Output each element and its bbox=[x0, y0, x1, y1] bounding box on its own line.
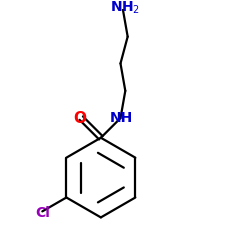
Text: NH: NH bbox=[110, 111, 133, 125]
Text: O: O bbox=[74, 111, 86, 126]
Text: NH$_2$: NH$_2$ bbox=[110, 0, 140, 16]
Text: Cl: Cl bbox=[35, 206, 50, 220]
